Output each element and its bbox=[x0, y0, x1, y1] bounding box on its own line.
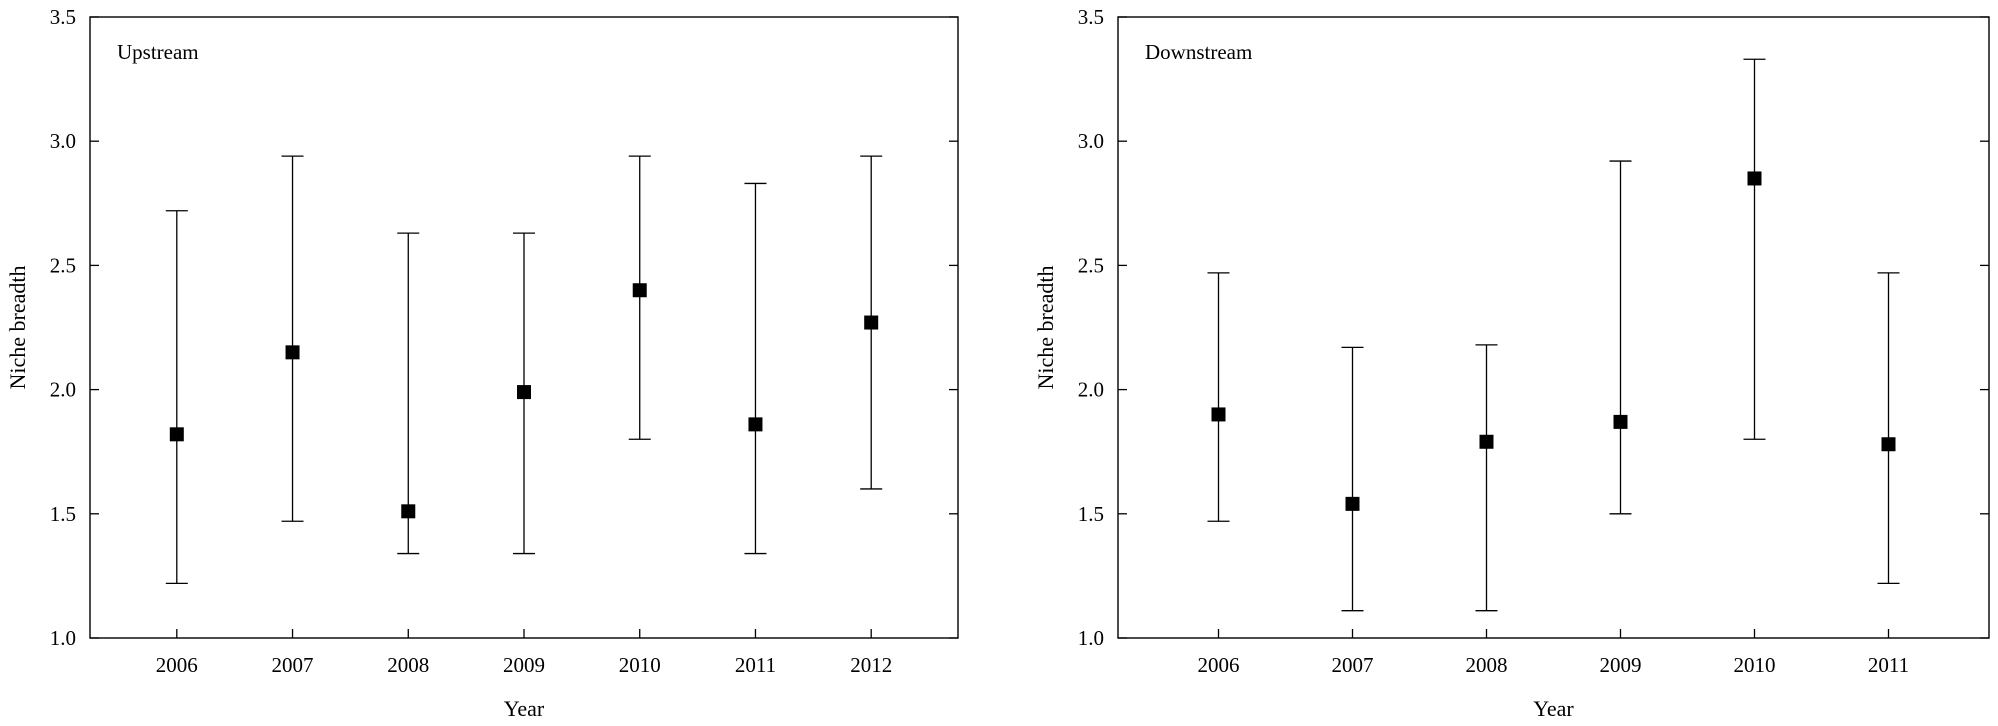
data-point-marker bbox=[864, 315, 879, 330]
y-tick-label: 3.5 bbox=[1078, 5, 1104, 29]
x-tick-label: 2011 bbox=[735, 653, 776, 677]
x-tick-label: 2010 bbox=[1734, 653, 1776, 677]
x-tick-label: 2008 bbox=[1466, 653, 1508, 677]
y-tick-label: 1.0 bbox=[50, 626, 76, 650]
x-tick-label: 2010 bbox=[619, 653, 661, 677]
data-point-marker bbox=[169, 427, 184, 442]
data-point-marker bbox=[1211, 407, 1226, 422]
x-tick-label: 2006 bbox=[1198, 653, 1240, 677]
x-tick-label: 2007 bbox=[272, 653, 314, 677]
y-tick-label: 2.0 bbox=[1078, 378, 1104, 402]
y-tick-label: 1.5 bbox=[50, 502, 76, 526]
x-tick-label: 2012 bbox=[850, 653, 892, 677]
y-axis-title: Niche breadth bbox=[1033, 266, 1058, 390]
x-tick-label: 2009 bbox=[1600, 653, 1642, 677]
y-tick-label: 2.5 bbox=[50, 253, 76, 277]
y-tick-label: 2.5 bbox=[1078, 253, 1104, 277]
x-tick-label: 2008 bbox=[387, 653, 429, 677]
y-axis-title: Niche breadth bbox=[5, 266, 30, 390]
data-point-marker bbox=[401, 504, 416, 519]
plot-frame bbox=[1117, 16, 1990, 639]
data-point-marker bbox=[1479, 434, 1494, 449]
x-axis-title: Year bbox=[1533, 696, 1574, 721]
x-axis-title: Year bbox=[504, 696, 545, 721]
x-tick-label: 2011 bbox=[1868, 653, 1909, 677]
x-tick-label: 2006 bbox=[156, 653, 198, 677]
y-tick-label: 3.0 bbox=[1078, 129, 1104, 153]
x-tick-label: 2009 bbox=[503, 653, 545, 677]
y-tick-label: 1.0 bbox=[1078, 626, 1104, 650]
y-tick-label: 3.0 bbox=[50, 129, 76, 153]
data-point-marker bbox=[1747, 171, 1762, 186]
y-tick-label: 2.0 bbox=[50, 378, 76, 402]
upstream-panel: 1.0 1.5 2.0 2.5 3.0 3.5 2006 2007 2008 2009 2010 20… bbox=[5, 5, 959, 721]
panel-label: Downstream bbox=[1145, 40, 1252, 64]
y-tick-label: 1.5 bbox=[1078, 502, 1104, 526]
data-point-marker bbox=[1613, 414, 1628, 429]
panel-label: Upstream bbox=[117, 40, 199, 64]
data-point-marker bbox=[285, 345, 300, 360]
x-tick-label: 2007 bbox=[1332, 653, 1374, 677]
data-point-marker bbox=[1881, 437, 1896, 452]
data-point-marker bbox=[1345, 496, 1360, 511]
data-point-marker bbox=[632, 283, 647, 298]
data-point-marker bbox=[748, 417, 763, 432]
data-point-marker bbox=[517, 385, 531, 400]
downstream-panel: 1.0 1.5 2.0 2.5 3.0 3.5 2006 2007 2008 2009 2010 20… bbox=[1033, 5, 1990, 721]
y-tick-label: 3.5 bbox=[50, 5, 76, 29]
